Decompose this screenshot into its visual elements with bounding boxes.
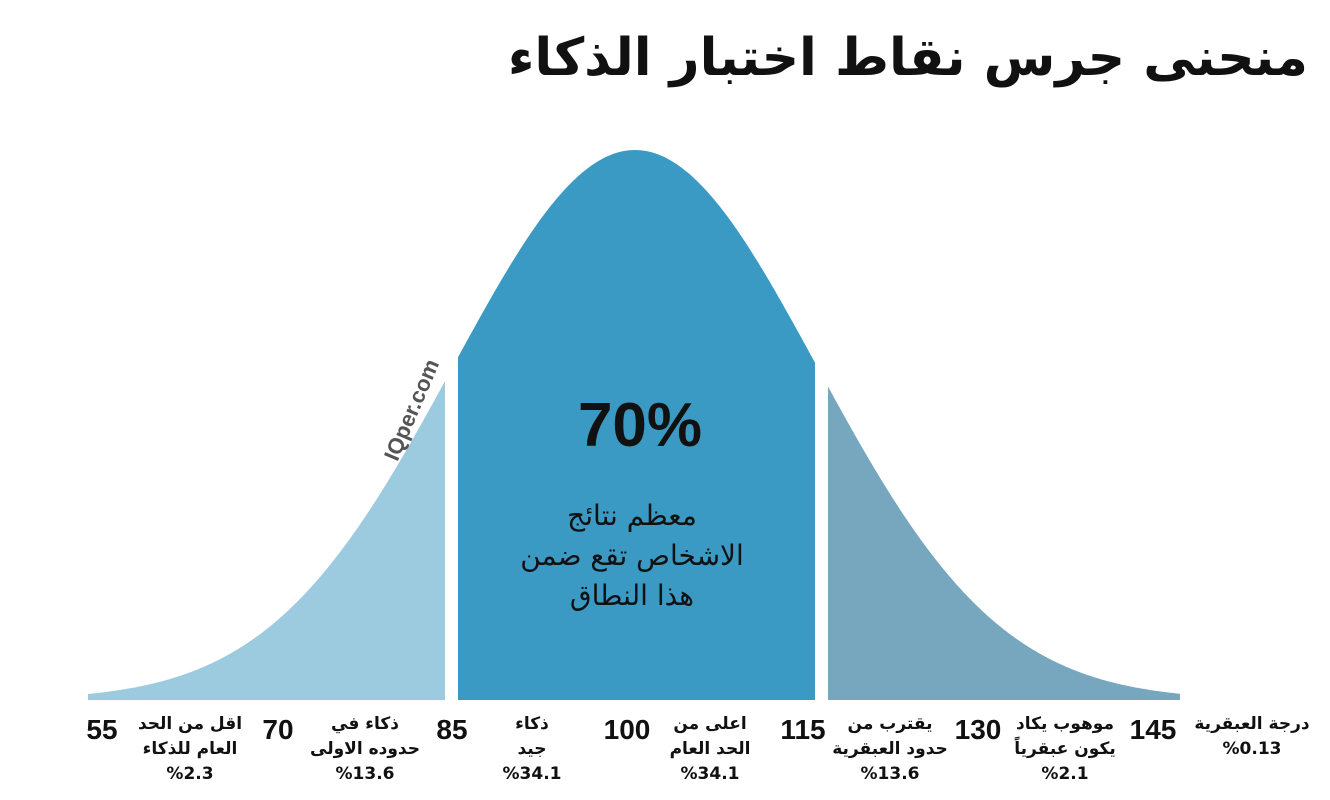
- center-percent: 70%: [577, 391, 703, 460]
- description-line: حدود العبقرية: [832, 739, 948, 759]
- description-percent: %34.1: [502, 764, 562, 784]
- score-label: 55: [86, 714, 118, 745]
- description-percent: %13.6: [860, 764, 920, 784]
- description-percent: %13.6: [335, 764, 395, 784]
- score-description: درجة العبقرية %0.13: [1172, 712, 1330, 762]
- description-line: موهوب يكاد: [1015, 714, 1114, 734]
- description-percent: %2.1: [1041, 764, 1089, 784]
- description-percent: %0.13: [1222, 739, 1282, 759]
- description-line: حدوده الاولى: [310, 739, 420, 759]
- curve-section: [828, 386, 1180, 700]
- description-line: اعلى من: [673, 714, 747, 734]
- score-label: 130: [954, 714, 1002, 745]
- description-line: العام للذكاء: [142, 739, 238, 759]
- score-label: 100: [603, 714, 651, 745]
- score-description: اعلى من الحد العام %34.1: [630, 712, 790, 787]
- score-label: 85: [436, 714, 468, 745]
- title: منحنى جرس نقاط اختبار الذكاء: [507, 28, 1308, 88]
- description-line: جيد: [517, 739, 547, 759]
- score-description: يقترب من حدود العبقرية %13.6: [810, 712, 970, 787]
- score-label: 145: [1129, 714, 1177, 745]
- description-percent: %34.1: [680, 764, 740, 784]
- description-line: ذكاء في: [331, 714, 399, 734]
- score-label: 70: [262, 714, 294, 745]
- score-label: 115: [780, 714, 826, 745]
- description-line: يقترب من: [847, 714, 933, 734]
- curve-section: [88, 381, 445, 700]
- center-line: هذا النطاق: [569, 579, 695, 612]
- description-line: درجة العبقرية: [1194, 714, 1310, 734]
- center-text: معظم نتائج الاشخاص تقع ضمن هذا النطاق: [520, 496, 744, 616]
- center-line: الاشخاص تقع ضمن: [520, 539, 744, 572]
- description-line: اقل من الحد: [137, 714, 243, 734]
- score-description: ذكاء جيد %34.1: [452, 712, 612, 787]
- score-description: اقل من الحد العام للذكاء %2.3: [110, 712, 270, 787]
- description-percent: %2.3: [166, 764, 214, 784]
- curve-section: [458, 150, 815, 700]
- score-description: ذكاء في حدوده الاولى %13.6: [285, 712, 445, 787]
- description-line: يكون عبقرياً: [1014, 739, 1116, 759]
- center-line: معظم نتائج: [567, 499, 697, 532]
- description-line: الحد العام: [669, 739, 751, 759]
- score-description: موهوب يكاد يكون عبقرياً %2.1: [985, 712, 1145, 787]
- description-line: ذكاء: [515, 714, 549, 734]
